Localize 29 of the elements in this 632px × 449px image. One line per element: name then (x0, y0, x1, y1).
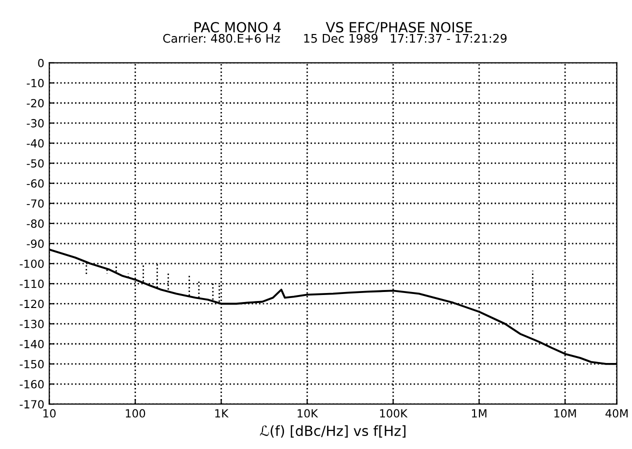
y-tick-label: 0 (38, 58, 44, 68)
x-tick-label: 10 (43, 409, 56, 418)
y-tick-label: -110 (20, 280, 44, 288)
x-tick-label: 100 (126, 409, 146, 418)
x-tick-label: 10M (554, 409, 576, 418)
y-tick-label: -40 (26, 139, 44, 148)
y-tick-label: -170 (20, 400, 44, 408)
y-tick-label: -10 (26, 78, 44, 88)
y-tick-label: -160 (20, 380, 44, 388)
y-tick-label: -30 (26, 119, 44, 128)
y-tick-label: -130 (20, 320, 44, 328)
y-tick-label: -80 (26, 219, 44, 228)
chart-subtitle: Carrier: 480.E+6 Hz 15 Dec 1989 17:17:37 - 17:21:29 (163, 34, 507, 43)
y-tick-label: -50 (26, 159, 44, 168)
y-tick-label: -140 (20, 340, 44, 348)
y-tick-label: -70 (26, 199, 44, 208)
x-tick-label: 1M (472, 409, 486, 418)
x-tick-label: 100K (380, 409, 408, 418)
x-tick-label: 10K (298, 409, 318, 418)
y-tick-label: -120 (20, 300, 44, 308)
y-tick-label: -100 (20, 260, 44, 268)
y-tick-label: -60 (26, 179, 44, 188)
x-tick-label: 1K (215, 409, 229, 418)
y-tick-label: -90 (26, 239, 44, 248)
x-tick-label: 40M (606, 409, 628, 418)
y-tick-label: -20 (26, 98, 44, 108)
y-tick-label: -150 (20, 360, 44, 368)
x-axis-title: ℒ(f) [dBc/Hz] vs f[Hz] (260, 425, 406, 438)
chart-title: PAC MONO 4 VS EFC/PHASE NOISE (194, 22, 472, 34)
